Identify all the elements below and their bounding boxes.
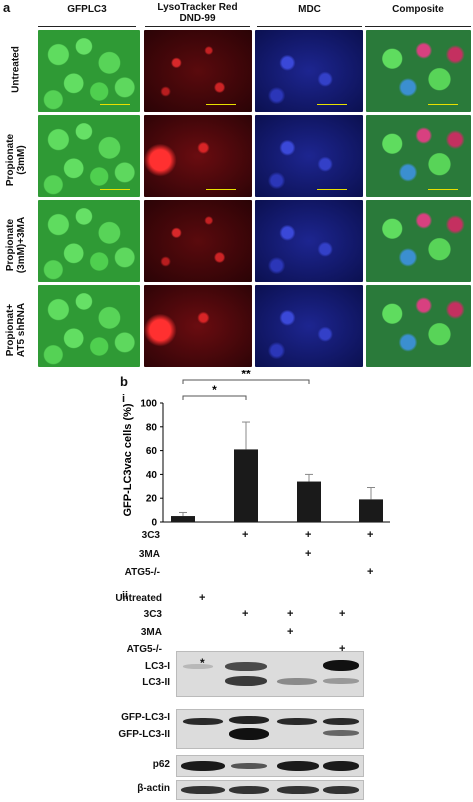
chart-plus-mark: +: [367, 566, 374, 578]
chart-plus-mark: +: [305, 548, 312, 560]
micrograph-mdc-untreated: [255, 30, 363, 112]
row-label-propionate: Propionate (3mM): [5, 133, 27, 187]
y-tick-label: 60: [146, 446, 158, 457]
lysotracker-line-1: LysoTracker Red: [157, 2, 238, 13]
chart-condition-label: 3MA: [138, 549, 160, 560]
micrograph-composite-at5: [366, 285, 471, 367]
panel-b-sub-i: i: [122, 393, 126, 405]
chart-condition-label: 3C3: [141, 530, 160, 541]
blot-label-lc3-ii: LC3-II: [142, 677, 170, 688]
y-tick-label: 0: [151, 518, 157, 529]
blot-condition-label: 3MA: [140, 627, 162, 638]
blot-star: *: [200, 656, 205, 670]
blot-label-lc3-i: LC3-I: [145, 661, 170, 672]
blot-plus-mark: +: [339, 608, 346, 620]
chart-condition-label: ATG5-/-: [124, 567, 160, 578]
significance-mark: *: [212, 383, 217, 397]
micrograph-mdc-propionate: [255, 115, 363, 197]
blot-plus-mark: +: [339, 643, 346, 655]
micrograph-lysotracker-at5: [144, 285, 252, 367]
y-axis-label: GFP-LC3vac cells (%): [122, 403, 134, 516]
micrograph-lysotracker-untreated: [144, 30, 252, 112]
micrograph-composite-propionate-3ma: [366, 200, 471, 282]
panel-b-sub-ii: ii: [122, 590, 129, 602]
blot-label-gfp-lc3-ii: GFP-LC3-II: [118, 729, 170, 740]
micrograph-gfplc3-untreated: [38, 30, 140, 112]
chart-plus-mark: +: [242, 529, 249, 541]
bar: [297, 481, 321, 522]
micrograph-lysotracker-propionate: [144, 115, 252, 197]
y-tick-label: 20: [146, 494, 158, 505]
blot-plus-mark: +: [287, 626, 294, 638]
micrograph-composite-propionate: [366, 115, 471, 197]
blot-p62: [176, 755, 364, 777]
chart-plus-mark: +: [305, 529, 312, 541]
micrograph-gfplc3-propionate-3ma: [38, 200, 140, 282]
panel-a-letter: a: [3, 0, 11, 15]
chart-plus-mark: +: [367, 529, 374, 541]
blot-condition-label: ATG5-/-: [126, 644, 162, 655]
significance-mark: **: [241, 370, 251, 381]
column-rule: [38, 26, 136, 27]
blot-label-gfp-lc3-i: GFP-LC3-I: [121, 712, 170, 723]
y-tick-label: 40: [146, 470, 158, 481]
column-header-mdc: MDC: [298, 4, 321, 15]
column-rule: [365, 26, 471, 27]
blot-label-actin: β-actin: [137, 783, 170, 794]
bar: [171, 516, 195, 522]
y-tick-label: 80: [146, 422, 158, 433]
blot-actin: [176, 780, 364, 800]
micrograph-composite-untreated: [366, 30, 471, 112]
row-label-propionate-3ma: Propionate (3mM)+3MA: [5, 216, 27, 274]
blot-lc3: [176, 651, 364, 697]
column-header-composite: Composite: [392, 4, 444, 15]
bar: [359, 499, 383, 522]
column-header-lysotracker: LysoTracker Red DND-99: [145, 2, 250, 24]
significance-bracket: [182, 395, 247, 400]
micrograph-mdc-at5: [255, 285, 363, 367]
blot-label-p62: p62: [152, 759, 170, 770]
lysotracker-line-2: DND-99: [179, 13, 216, 24]
row-label-untreated: Untreated: [10, 46, 22, 93]
blot-plus-mark: +: [242, 608, 249, 620]
row-label-propionat-at5: Propionat+ AT5 shRNA: [5, 302, 27, 358]
blot-condition-label: 3C3: [143, 609, 162, 620]
bar: [234, 449, 258, 522]
micrograph-lysotracker-propionate-3ma: [144, 200, 252, 282]
column-header-gfplc3: GFPLC3: [67, 4, 107, 15]
y-tick-label: 100: [140, 399, 157, 410]
micrograph-mdc-propionate-3ma: [255, 200, 363, 282]
column-rule: [145, 26, 250, 27]
panel-b-letter: b: [120, 374, 128, 389]
blot-gfp-lc3: [176, 709, 364, 749]
blot-plus-mark: +: [287, 608, 294, 620]
micrograph-gfplc3-propionate: [38, 115, 140, 197]
blot-condition-label: Untreated: [115, 593, 162, 604]
micrograph-gfplc3-at5: [38, 285, 140, 367]
significance-bracket: [182, 379, 310, 384]
blot-plus-mark: +: [199, 592, 206, 604]
column-rule: [257, 26, 362, 27]
